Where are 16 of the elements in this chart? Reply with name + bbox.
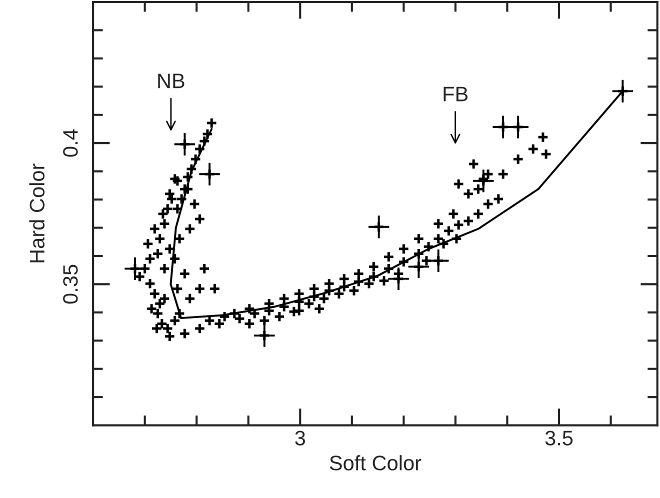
point [372, 220, 385, 233]
point [432, 254, 444, 267]
point [258, 330, 270, 342]
y-tick-label: 0.4 [63, 129, 78, 157]
point [616, 85, 629, 98]
y-tick-label: 0.35 [63, 264, 78, 304]
x-axis-title: Soft Color [330, 455, 422, 470]
x-tick-label: 3.5 [545, 430, 573, 446]
y-axis-title: Hard Color [29, 164, 45, 262]
point [129, 262, 141, 275]
point [204, 168, 216, 180]
annotation: NB [158, 74, 184, 88]
annotation: FB [444, 86, 468, 102]
point [497, 121, 509, 133]
point [178, 138, 191, 150]
x-tick-label: 3 [295, 430, 306, 446]
